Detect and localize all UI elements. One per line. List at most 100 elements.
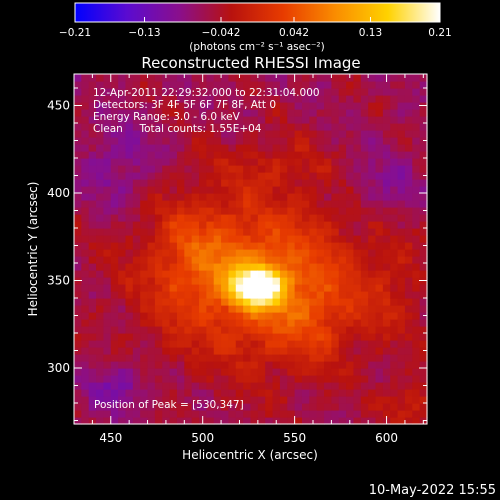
heatmap-cell <box>110 151 119 159</box>
heatmap-cell <box>199 263 207 271</box>
heatmap-cell <box>235 354 244 362</box>
heatmap-cell <box>287 81 296 89</box>
heatmap-cell <box>294 410 303 418</box>
heatmap-cell <box>360 158 369 166</box>
heatmap-cell <box>228 410 237 418</box>
heatmap-cell <box>272 410 281 418</box>
heatmap-cell <box>390 235 399 243</box>
heatmap-cell <box>368 130 377 138</box>
heatmap-cell <box>221 333 230 341</box>
heatmap-cell <box>103 137 112 145</box>
heatmap-cell <box>162 270 171 278</box>
heatmap-cell <box>272 116 281 124</box>
heatmap-cell <box>346 410 355 418</box>
heatmap-cell <box>316 326 325 334</box>
heatmap-cell <box>228 137 237 145</box>
heatmap-cell <box>353 263 362 271</box>
heatmap-cell <box>243 158 252 166</box>
heatmap-cell <box>419 200 428 208</box>
heatmap-cell <box>110 221 119 229</box>
heatmap-cell <box>257 165 266 173</box>
heatmap-cell <box>346 256 355 264</box>
heatmap-cell <box>353 291 362 299</box>
heatmap-cell <box>316 137 325 145</box>
heatmap-cell <box>199 284 207 292</box>
heatmap-cell <box>162 214 171 222</box>
heatmap-cell <box>199 214 207 222</box>
heatmap-cell <box>125 123 134 131</box>
heatmap-cell <box>132 116 141 124</box>
heatmap-cell <box>103 326 112 334</box>
heatmap-cell <box>96 368 105 376</box>
heatmap-cell <box>118 333 127 341</box>
heatmap-cell <box>353 403 362 411</box>
heatmap-cell <box>338 340 347 348</box>
heatmap-cell <box>243 165 252 173</box>
heatmap-cell <box>301 221 310 229</box>
heatmap-cell <box>206 403 215 411</box>
heatmap-cell <box>213 410 222 418</box>
heatmap-cell <box>96 396 105 404</box>
heatmap-cell <box>272 88 281 96</box>
heatmap-cell <box>346 221 355 229</box>
heatmap-cell <box>346 249 355 257</box>
heatmap-cell <box>206 130 215 138</box>
heatmap-cell <box>404 249 413 257</box>
heatmap-cell <box>375 333 384 341</box>
heatmap-cell <box>404 242 413 250</box>
heatmap-cell <box>368 179 377 187</box>
heatmap-cell <box>316 389 325 397</box>
heatmap-cell <box>294 221 303 229</box>
heatmap-cell <box>404 151 413 159</box>
heatmap-cell <box>140 333 149 341</box>
heatmap-cell <box>74 214 82 222</box>
heatmap-cell <box>74 74 82 82</box>
heatmap-cell <box>176 200 185 208</box>
heatmap-cell <box>169 81 178 89</box>
heatmap-cell <box>243 396 252 404</box>
heatmap-cell <box>154 263 163 271</box>
heatmap-cell <box>199 403 207 411</box>
heatmap-cell <box>191 382 200 390</box>
heatmap-cell <box>309 340 318 348</box>
heatmap-cell <box>221 158 230 166</box>
heatmap-cell <box>243 172 252 180</box>
heatmap-cell <box>287 200 296 208</box>
heatmap-cell <box>213 382 222 390</box>
heatmap-cell <box>382 221 391 229</box>
heatmap-cell <box>257 298 266 306</box>
heatmap-cell <box>412 319 421 327</box>
heatmap-cell <box>132 396 141 404</box>
heatmap-cell <box>346 151 355 159</box>
heatmap-cell <box>272 144 281 152</box>
heatmap-cell <box>404 207 413 215</box>
heatmap-cell <box>294 95 303 103</box>
heatmap-cell <box>301 165 310 173</box>
heatmap-cell <box>228 165 237 173</box>
heatmap-cell <box>221 116 230 124</box>
heatmap-cell <box>88 137 97 145</box>
heatmap-cell <box>96 228 105 236</box>
heatmap-cell <box>382 228 391 236</box>
heatmap-cell <box>375 102 384 110</box>
heatmap-cell <box>397 74 406 82</box>
heatmap-cell <box>375 340 384 348</box>
heatmap-cell <box>103 235 112 243</box>
heatmap-cell <box>132 144 141 152</box>
heatmap-cell <box>316 81 325 89</box>
heatmap-cell <box>162 81 171 89</box>
heatmap-cell <box>382 396 391 404</box>
heatmap-cell <box>250 109 259 117</box>
heatmap-cell <box>96 354 105 362</box>
heatmap-cell <box>96 88 105 96</box>
heatmap-cell <box>375 130 384 138</box>
heatmap-cell <box>279 298 288 306</box>
heatmap-cell <box>184 298 193 306</box>
heatmap-cell <box>250 375 259 383</box>
heatmap-cell <box>96 326 105 334</box>
heatmap-cell <box>309 207 318 215</box>
heatmap-cell <box>250 207 259 215</box>
heatmap-cell <box>368 270 377 278</box>
heatmap-cell <box>81 403 90 411</box>
heatmap-cell <box>331 221 340 229</box>
